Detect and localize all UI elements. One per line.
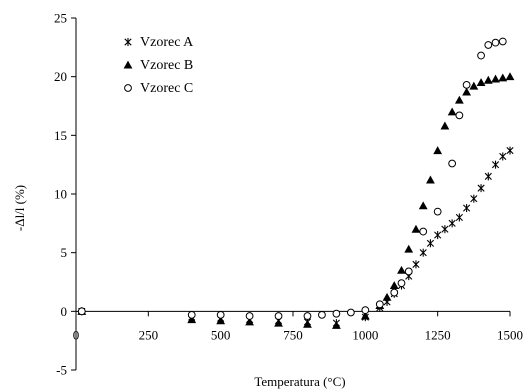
y-tick-label: 5 [61, 245, 68, 260]
data-marks [77, 37, 515, 329]
data-point [412, 260, 420, 269]
legend: Vzorec A Vzorec B Vzorec C [123, 35, 194, 96]
data-point [483, 75, 493, 84]
y-tick-label: 10 [54, 187, 67, 202]
y-tick-label: 25 [54, 11, 67, 26]
x-tick-label: 250 [139, 327, 159, 342]
x-tick-label: 0 [73, 327, 80, 342]
data-point [332, 309, 341, 318]
data-point [318, 310, 326, 319]
series-1 [78, 146, 514, 328]
data-point [361, 306, 370, 315]
x-tick-label: 1000 [352, 327, 378, 342]
data-point [419, 227, 428, 236]
data-point [505, 72, 515, 81]
data-point [498, 37, 507, 46]
data-point [216, 310, 225, 319]
data-point [274, 318, 283, 327]
data-point [245, 312, 254, 320]
data-point [426, 239, 435, 248]
x-axis-label: Temperatura (°C) [254, 374, 345, 389]
data-point [187, 310, 196, 319]
legend-label: Vzorec B [140, 58, 193, 73]
data-point [390, 288, 399, 297]
data-point [397, 279, 406, 288]
legend-label: Vzorec C [140, 81, 193, 96]
x-tick-label: 750 [283, 327, 303, 342]
data-point [454, 95, 464, 104]
data-point [433, 207, 442, 216]
data-point [404, 244, 414, 253]
data-point [360, 311, 370, 320]
legend-marker [124, 84, 132, 92]
data-point [426, 175, 435, 184]
data-point [477, 51, 485, 60]
data-point [441, 225, 449, 234]
data-point [448, 159, 457, 168]
series-2 [77, 72, 515, 329]
data-point [274, 312, 283, 320]
data-point [434, 231, 442, 240]
data-point [491, 160, 500, 169]
data-point [470, 194, 478, 203]
x-tick-label: 1500 [497, 327, 523, 342]
data-point [404, 267, 413, 276]
y-tick-label: 0 [61, 304, 68, 319]
data-point [477, 184, 485, 193]
data-point [455, 111, 464, 120]
data-point [499, 152, 507, 161]
data-point [448, 219, 456, 228]
y-tick-label: 20 [54, 69, 67, 84]
data-point [498, 73, 508, 82]
data-point [389, 281, 399, 290]
data-point [484, 41, 493, 49]
y-axis-label: -Δl/l (%) [12, 185, 27, 231]
data-point [447, 107, 457, 116]
data-point [463, 204, 471, 213]
legend-marker [123, 60, 133, 69]
data-point [433, 146, 443, 155]
legend-label: Vzorec A [140, 35, 194, 50]
data-point [484, 172, 492, 181]
x-tick-label: 1250 [425, 327, 451, 342]
x-tick-label: 500 [211, 327, 231, 342]
data-point [455, 213, 463, 222]
data-point [187, 315, 197, 324]
data-point [77, 307, 86, 316]
data-point [245, 317, 254, 326]
data-point [375, 300, 384, 309]
data-point [382, 292, 392, 301]
y-tick-label: 15 [54, 128, 67, 143]
data-point [462, 80, 471, 89]
data-point [476, 78, 486, 87]
data-point [216, 316, 226, 325]
data-point [303, 319, 312, 328]
legend-marker [124, 38, 132, 46]
data-point [419, 248, 427, 257]
data-point [506, 146, 514, 155]
data-point [397, 265, 406, 274]
data-point [469, 81, 479, 90]
data-point [418, 201, 428, 210]
data-point [411, 224, 421, 233]
data-point [491, 74, 500, 83]
data-point [462, 87, 471, 96]
data-point [491, 38, 500, 47]
data-point [440, 121, 450, 130]
data-point [332, 321, 341, 329]
data-point [303, 312, 312, 320]
y-tick-label: -5 [56, 363, 67, 378]
series-3 [77, 37, 507, 320]
data-point [346, 308, 355, 317]
